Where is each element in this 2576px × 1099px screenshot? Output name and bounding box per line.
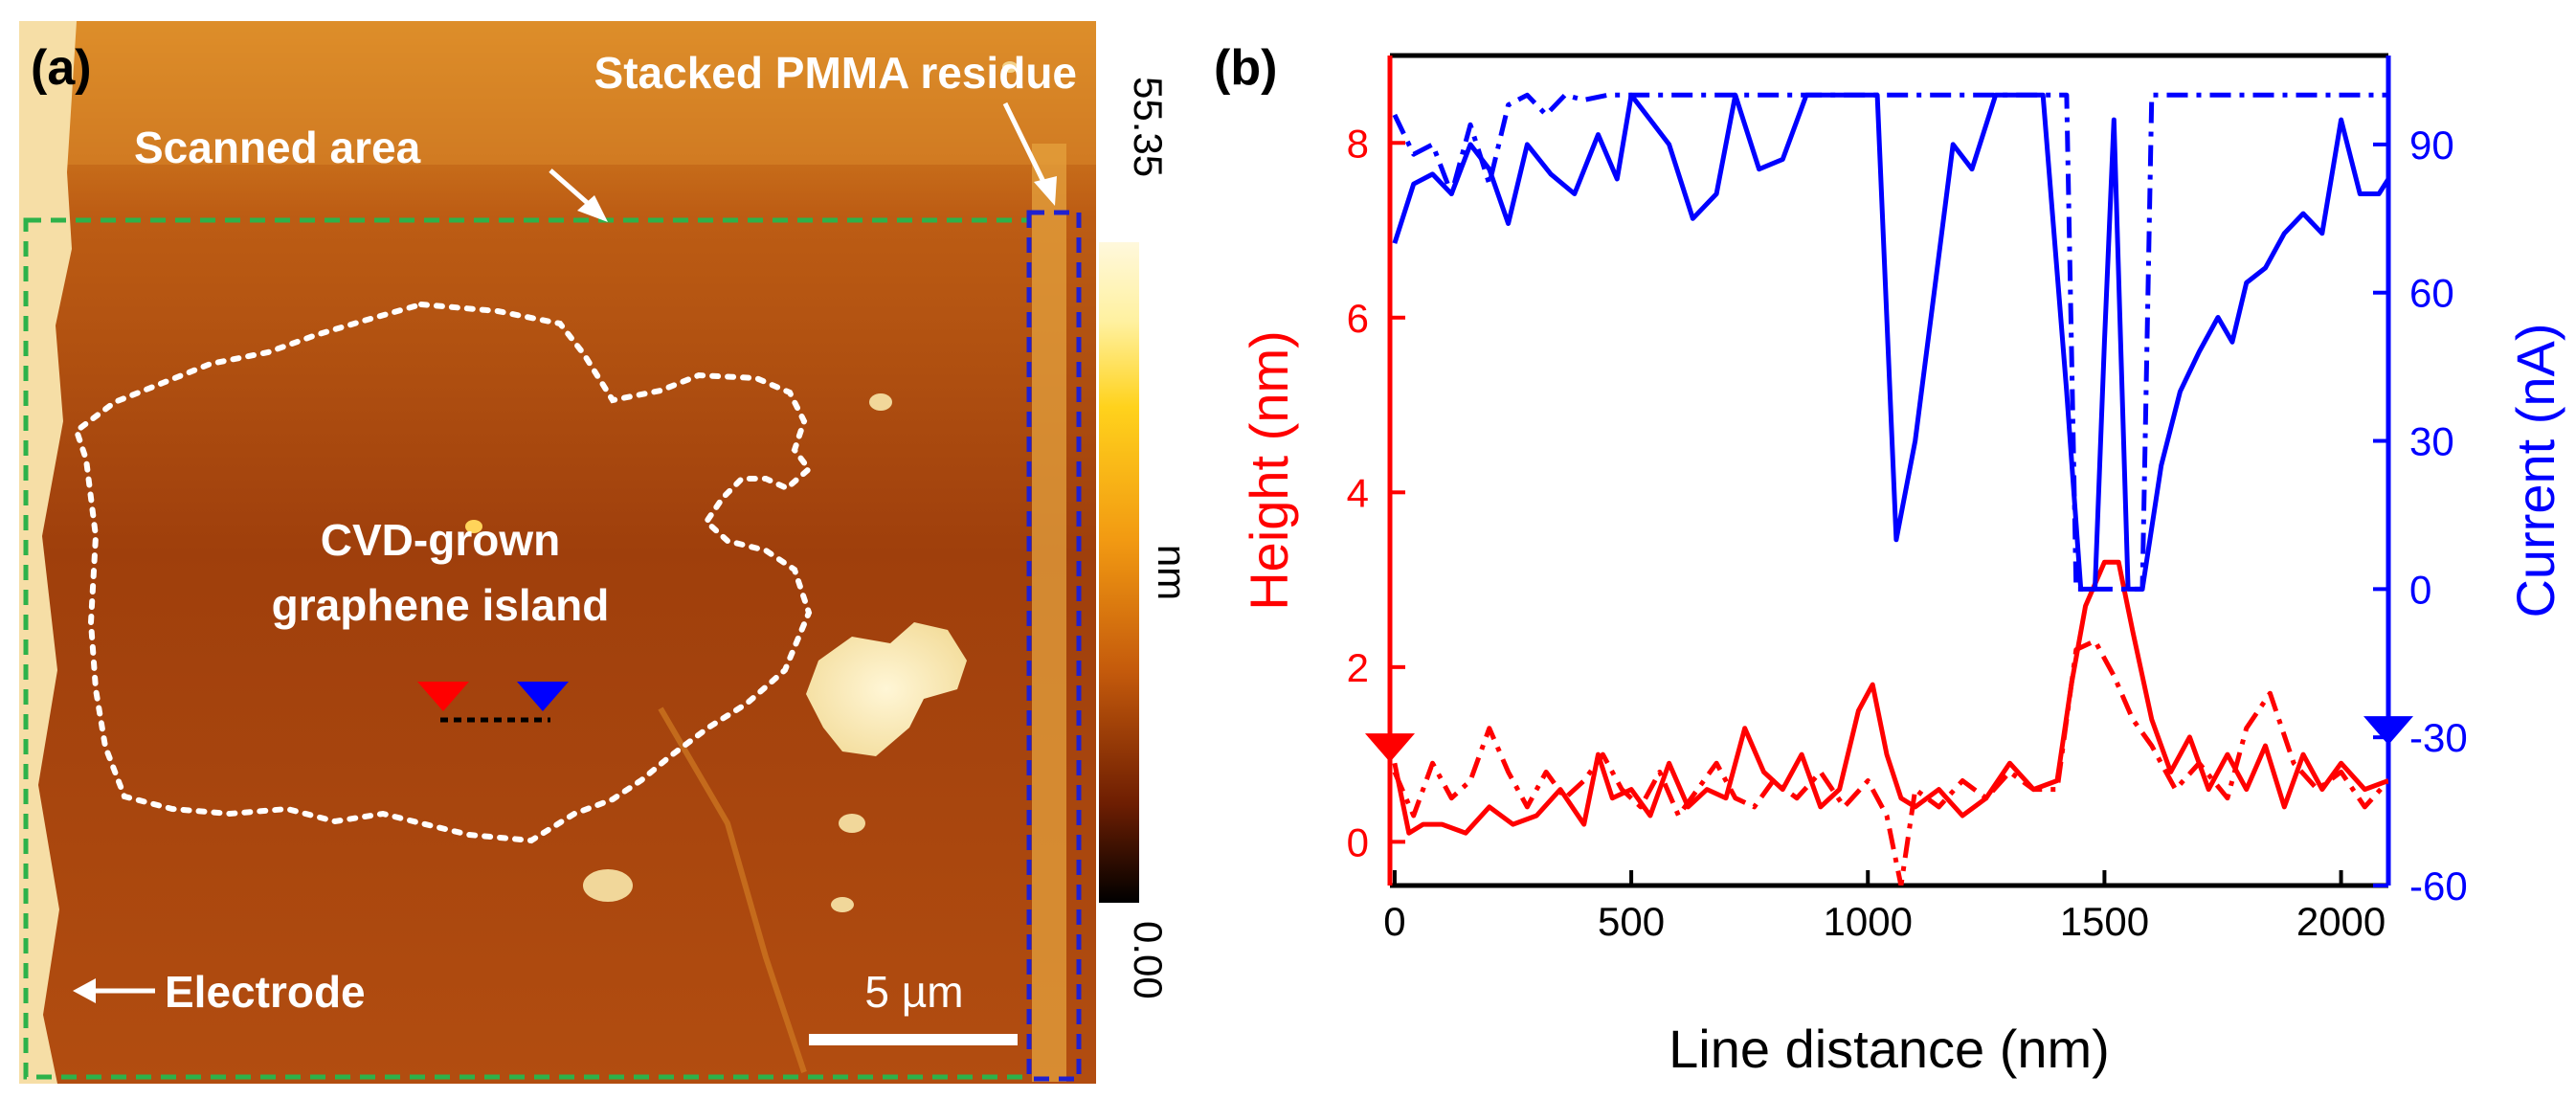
- island-label-line1: CVD-grown: [321, 515, 560, 565]
- left-y-tick-label: 4: [1347, 470, 1369, 515]
- left-y-tick-label: 2: [1347, 645, 1369, 690]
- x-tick-label: 0: [1383, 899, 1405, 944]
- afm-image: [19, 21, 1096, 1084]
- x-axis-title: Line distance (nm): [1669, 1019, 2110, 1079]
- small-particle: [583, 869, 633, 902]
- island-label-line2: graphene island: [272, 580, 610, 630]
- small-particle: [831, 897, 854, 912]
- right-y-tick-label: -60: [2409, 864, 2468, 908]
- right-y-tick-label: 90: [2409, 123, 2454, 168]
- pmma-arrowhead: [1034, 176, 1057, 206]
- scanned-area-label: Scanned area: [134, 123, 421, 172]
- colorbar-unit-label: nm: [1150, 545, 1195, 600]
- colorbar: [1099, 242, 1139, 903]
- right-y-tick-label: 30: [2409, 419, 2454, 464]
- small-particle: [1002, 61, 1018, 73]
- small-particle: [869, 393, 892, 411]
- left-y-axis-title: Height (nm): [1239, 330, 1299, 611]
- panel-b-label: (b): [1214, 40, 1277, 96]
- bright-flake: [806, 622, 967, 756]
- left-axis-marker: [1365, 733, 1415, 763]
- small-particle: [465, 520, 482, 533]
- series-line-4: [1392, 92, 2388, 592]
- chart: 0 500 1000 1500 2000 0 2 4 6 8 -60 -30 0 30 60 90 Line d…: [1239, 53, 2565, 1079]
- marker-right-triangle: [517, 682, 569, 711]
- pmma-arrow: [1002, 101, 1051, 193]
- scale-bar-label: 5 µm: [864, 967, 963, 1017]
- electrode-arrowhead: [73, 978, 96, 1003]
- afm-top-band: [19, 21, 1096, 165]
- graphene-island-outline: [73, 301, 814, 844]
- right-y-tick-label: 0: [2409, 567, 2431, 612]
- stacked-pmma-label: Stacked PMMA residue: [594, 48, 1077, 98]
- right-y-axis-title: Current (nA): [2505, 323, 2565, 617]
- series-line-2: [1392, 639, 2388, 886]
- panel-a-label: (a): [31, 40, 92, 96]
- left-y-tick-label: 6: [1347, 296, 1369, 341]
- wrinkle: [658, 706, 807, 1073]
- panel-b: (b) 0 500 1000 1500 2000 0 2 4 6 8 -60 -30 0 30 60 90 Li…: [1214, 40, 2565, 1079]
- marker-left-triangle: [417, 682, 469, 711]
- colorbar-min-label: 0.00: [1126, 921, 1171, 999]
- left-y-tick-label: 0: [1347, 819, 1369, 864]
- colorbar-max-label: 55.35: [1126, 77, 1171, 177]
- x-tick-label: 2000: [2296, 899, 2386, 944]
- scanned-area-arrowhead: [577, 195, 608, 222]
- right-y-tick-label: -30: [2409, 715, 2468, 760]
- pmma-streak: [1032, 144, 1066, 1082]
- pmma-residue-box: [1026, 210, 1082, 1082]
- series-line-1: [1392, 559, 2388, 836]
- scale-bar: [809, 1034, 1018, 1045]
- x-tick-label: 1500: [2060, 899, 2149, 944]
- electrode-strip: [19, 21, 77, 1084]
- panel-a: (a) Stacked PMMA residue Scanned area CV…: [19, 21, 1195, 1084]
- left-y-tick-label: 8: [1347, 121, 1369, 166]
- series-line-3: [1392, 92, 2388, 592]
- x-tick-label: 500: [1598, 899, 1665, 944]
- right-y-tick-label: 60: [2409, 271, 2454, 316]
- small-particle: [839, 814, 865, 833]
- right-axis-marker: [2363, 716, 2413, 746]
- electrode-label: Electrode: [165, 967, 366, 1017]
- x-tick-label: 1000: [1824, 899, 1913, 944]
